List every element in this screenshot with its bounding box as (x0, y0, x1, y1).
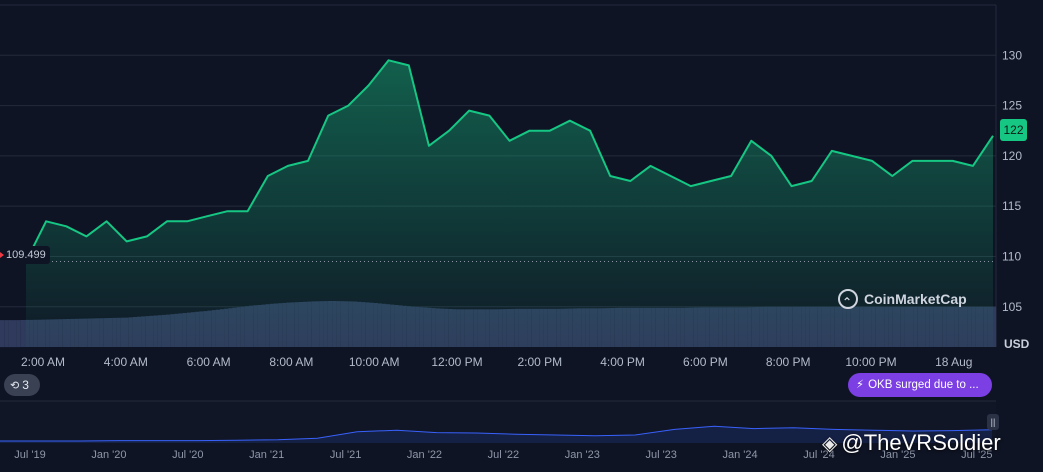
lightning-icon: ⚡ (856, 379, 865, 391)
watermark: ◈ @TheVRSoldier (822, 430, 1001, 460)
x-tick-label: 6:00 PM (683, 355, 728, 369)
x-tick-label: 18 Aug (935, 355, 972, 369)
y-axis: 105 110 115 120 125 130 (1002, 48, 1022, 313)
history-count: 3 (22, 378, 29, 392)
binance-icon: ◈ (822, 433, 838, 455)
coinmarketcap-icon (838, 289, 858, 315)
watermark-text: @TheVRSoldier (841, 430, 1001, 455)
y-tick-label: 125 (1002, 99, 1022, 113)
volume-bar (20, 320, 25, 347)
history-button[interactable]: ⟲ 3 (4, 374, 40, 396)
navigator-label: Jul '22 (488, 449, 519, 461)
x-axis: 2:00 AM 4:00 AM 6:00 AM 8:00 AM 10:00 AM 12:0… (21, 355, 973, 369)
navigator-label: Jan '21 (249, 449, 284, 461)
x-tick-label: 12:00 PM (431, 355, 482, 369)
navigator-label: Jul '21 (330, 449, 361, 461)
volume-bar (8, 320, 13, 348)
navigator-label: Jul '24 (803, 449, 834, 461)
coinmarketcap-logo: CoinMarketCap (838, 286, 967, 315)
navigator-label: Jan '20 (91, 449, 126, 461)
navigator-label: Jan '23 (565, 449, 600, 461)
y-tick-label: 120 (1002, 149, 1022, 163)
x-tick-label: 6:00 AM (187, 355, 231, 369)
y-tick-label: 130 (1002, 48, 1022, 62)
volume-bar (0, 320, 5, 348)
navigator-label: Jul '19 (14, 449, 45, 461)
history-icon: ⟲ (10, 380, 20, 392)
navigator-handle[interactable]: || (987, 414, 999, 430)
current-price-badge: 122 (1000, 119, 1027, 141)
volume-bar (12, 320, 17, 348)
volume-bar (992, 306, 997, 347)
x-tick-label: 2:00 PM (517, 355, 562, 369)
navigator-label: Jan '22 (407, 449, 442, 461)
navigator-label: Jan '24 (723, 449, 758, 461)
y-tick-label: 115 (1002, 199, 1021, 213)
volume-bar (16, 320, 21, 348)
navigator-label: Jan '25 (880, 449, 915, 461)
x-tick-label: 8:00 PM (766, 355, 811, 369)
navigator-label: Jul '25 (961, 449, 992, 461)
navigator-area (0, 426, 992, 443)
reference-price-badge: 109.499 (0, 246, 50, 264)
price-line[interactable] (25, 59, 994, 262)
price-area (26, 60, 993, 348)
navigator-label: Jul '20 (172, 449, 203, 461)
currency-label: USD (1004, 337, 1030, 351)
news-event-text: OKB surged due to ... (868, 379, 979, 391)
navigator-background (0, 401, 996, 443)
x-tick-label: 8:00 AM (269, 355, 313, 369)
x-tick-label: 10:00 PM (845, 355, 896, 369)
navigator-line (0, 425, 993, 442)
x-tick-label: 2:00 AM (21, 355, 65, 369)
x-tick-label: 10:00 AM (349, 355, 400, 369)
volume-bar (4, 320, 9, 348)
logo-text: CoinMarketCap (864, 291, 967, 307)
x-tick-label: 4:00 PM (600, 355, 645, 369)
navigator-label: Jul '23 (645, 449, 676, 461)
range-navigator[interactable]: Jul '19 Jan '20 Jul '20 Jan '21 Jul '21 Jan '… (0, 400, 996, 461)
news-event-button[interactable]: ⚡ OKB surged due to ... (848, 373, 992, 397)
y-tick-label: 110 (1002, 249, 1021, 263)
x-tick-label: 4:00 AM (104, 355, 148, 369)
y-tick-label: 105 (1002, 300, 1022, 314)
